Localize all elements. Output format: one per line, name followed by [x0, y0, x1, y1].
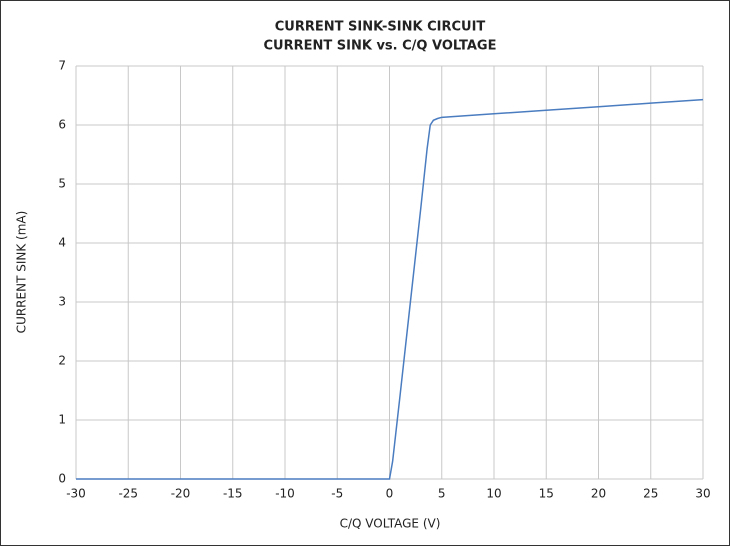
x-tick-label: 30	[695, 487, 710, 501]
chart-title: CURRENT SINK-SINK CIRCUIT	[275, 20, 486, 35]
x-tick-label: 0	[386, 487, 394, 501]
y-tick-label: 0	[58, 472, 66, 486]
y-tick-label: 1	[58, 413, 66, 427]
chart-subtitle: CURRENT SINK vs. C/Q VOLTAGE	[264, 39, 497, 54]
x-tick-label: 20	[591, 487, 606, 501]
x-tick-label: 5	[438, 487, 446, 501]
y-tick-label: 5	[58, 177, 66, 191]
x-axis-label: C/Q VOLTAGE (V)	[340, 517, 441, 531]
x-tick-label: -20	[171, 487, 191, 501]
x-tick-label: -10	[275, 487, 295, 501]
y-tick-label: 2	[58, 354, 66, 368]
y-tick-label: 7	[58, 59, 66, 73]
x-tick-label: -5	[331, 487, 343, 501]
x-tick-label: -25	[118, 487, 138, 501]
y-tick-label: 6	[58, 118, 66, 132]
x-tick-label: 15	[539, 487, 554, 501]
x-tick-label: 10	[486, 487, 501, 501]
x-tick-label: -15	[223, 487, 243, 501]
y-tick-label: 3	[58, 295, 66, 309]
y-tick-label: 4	[58, 236, 66, 250]
x-tick-label: -30	[66, 487, 86, 501]
y-axis-label: CURRENT SINK (mA)	[15, 211, 29, 334]
data-line	[76, 98, 704, 480]
x-tick-label: 25	[643, 487, 658, 501]
